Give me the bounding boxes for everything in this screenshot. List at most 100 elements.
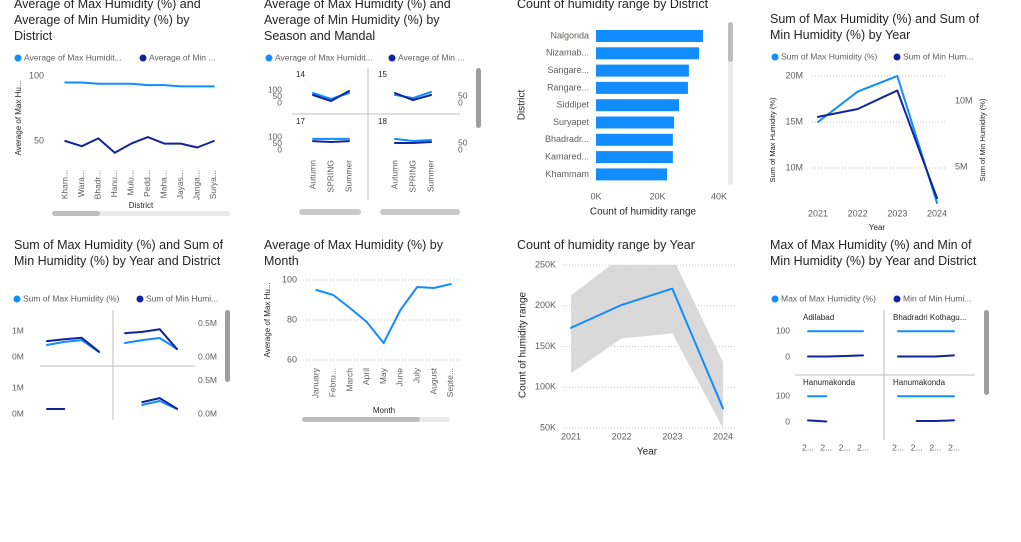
- x-tick-label: SPRING: [325, 160, 335, 193]
- y2-tick-label: 0: [458, 144, 463, 154]
- y2-tick-label: 0: [458, 97, 463, 107]
- scrollbar: [302, 417, 420, 422]
- panel-title: Hanumakonda: [803, 378, 856, 387]
- x-tick-label: 2...: [911, 442, 923, 452]
- y-tick-label: 100: [776, 390, 790, 400]
- scrollbar: [380, 209, 460, 215]
- x-tick-label: Autumn: [389, 160, 399, 190]
- x-tick-label: 2...: [820, 442, 832, 452]
- bar: [596, 47, 700, 60]
- x-tick-label: Wara...: [76, 170, 86, 197]
- x-axis-title: Month: [373, 406, 395, 415]
- y-tick-label: 15M: [785, 116, 803, 126]
- x-tick-label: Summer: [425, 160, 435, 192]
- y-tick-label: 150K: [535, 341, 556, 351]
- y2-tick-label: 0.5M: [198, 318, 217, 328]
- y2-tick-label: 0.5M: [198, 375, 217, 385]
- line: [64, 136, 215, 154]
- panel-title: 15: [378, 70, 387, 79]
- scrollbar: [728, 22, 733, 185]
- x-tick-label: 2022: [612, 431, 632, 441]
- line: [897, 354, 955, 358]
- scrollbar: [728, 22, 733, 62]
- y-tick-label: Kamared...: [545, 151, 589, 161]
- legend-label: Average of Min ...: [149, 52, 215, 62]
- x-tick-label: 2...: [892, 442, 904, 452]
- x-tick-label: 20K: [649, 191, 665, 201]
- x-tick-label: SPRING: [407, 160, 417, 193]
- y2-tick-label: 5M: [955, 161, 968, 171]
- y-tick-label: 50: [273, 91, 283, 101]
- line: [817, 75, 938, 204]
- y2-tick-label: 0.0M: [198, 351, 217, 361]
- y-tick-label: 100: [282, 274, 297, 284]
- confidence-band: [571, 265, 723, 428]
- line: [46, 339, 100, 354]
- x-tick-label: Febru...: [327, 368, 337, 397]
- x-tick-label: June: [395, 368, 405, 387]
- y-tick-label: Nizamab...: [546, 48, 589, 58]
- legend-label: Average of Max Humidit...: [24, 52, 122, 62]
- legend-label: Sum of Min Hum...: [903, 51, 973, 61]
- legend-marker: [14, 54, 22, 62]
- legend-label: Max of Max Humidity (%): [781, 293, 876, 303]
- scrollbar: [225, 310, 230, 382]
- scrollbar: [299, 209, 361, 215]
- chart-title: Count of humidity range by District: [517, 0, 709, 11]
- panel-title: Hanumakonda: [893, 378, 946, 387]
- bar: [596, 151, 673, 164]
- x-tick-label: 2023: [662, 431, 682, 441]
- x-tick-label: July: [411, 367, 421, 383]
- line: [807, 419, 828, 423]
- bar: [596, 99, 680, 112]
- y-axis-title: Average of Max Hu...: [263, 283, 272, 358]
- chart-title: Average of Max Humidity (%) by Month: [264, 238, 443, 268]
- x-tick-label: Kham...: [60, 170, 70, 199]
- line: [817, 89, 938, 200]
- legend-label: Sum of Max Humidity (%): [23, 293, 120, 303]
- line: [315, 283, 452, 344]
- line: [64, 81, 215, 88]
- line: [394, 92, 432, 102]
- y-tick-label: 0M: [12, 351, 24, 361]
- y-tick-label: 100: [268, 131, 282, 141]
- y-tick-label: Khammam: [545, 169, 589, 179]
- y2-axis-title: Sum of Min Humidity (%): [978, 98, 987, 181]
- y-tick-label: 200K: [535, 300, 556, 310]
- scrollbar: [984, 310, 989, 395]
- legend-marker: [139, 54, 147, 62]
- y-tick-label: Suryapet: [553, 117, 590, 127]
- legend-marker: [136, 295, 144, 303]
- bar: [596, 116, 675, 129]
- x-tick-label: March: [344, 368, 354, 392]
- y-tick-label: Siddipet: [556, 100, 589, 110]
- y-tick-label: 60: [287, 354, 297, 364]
- line: [141, 400, 178, 411]
- x-tick-label: 2...: [929, 442, 941, 452]
- line: [124, 328, 178, 351]
- line: [312, 90, 350, 102]
- x-axis-title: Year: [637, 447, 658, 458]
- x-tick-label: 2021: [561, 431, 581, 441]
- bar: [596, 133, 673, 146]
- y-tick-label: 100: [29, 70, 44, 80]
- y-tick-label: Rangare...: [547, 82, 589, 92]
- x-tick-label: 2024: [927, 208, 947, 218]
- x-axis-title: District: [129, 201, 154, 210]
- bar: [596, 81, 688, 94]
- panel-title: 14: [296, 70, 305, 79]
- y-tick-label: Nalgonda: [550, 30, 589, 40]
- x-tick-label: Summer: [343, 160, 353, 192]
- x-tick-label: 2...: [839, 442, 851, 452]
- x-tick-label: Maha...: [159, 170, 169, 198]
- line: [394, 137, 432, 142]
- x-tick-label: Surya...: [208, 170, 218, 199]
- x-tick-label: January: [311, 367, 321, 398]
- x-tick-label: Autumn: [307, 160, 317, 190]
- y-axis-title: Average of Max Hu...: [14, 81, 23, 156]
- panel-title: Bhadradri Kothagu...: [893, 313, 966, 322]
- legend-label: Min of Min Humi...: [903, 293, 972, 303]
- y-tick-label: 50: [34, 135, 44, 145]
